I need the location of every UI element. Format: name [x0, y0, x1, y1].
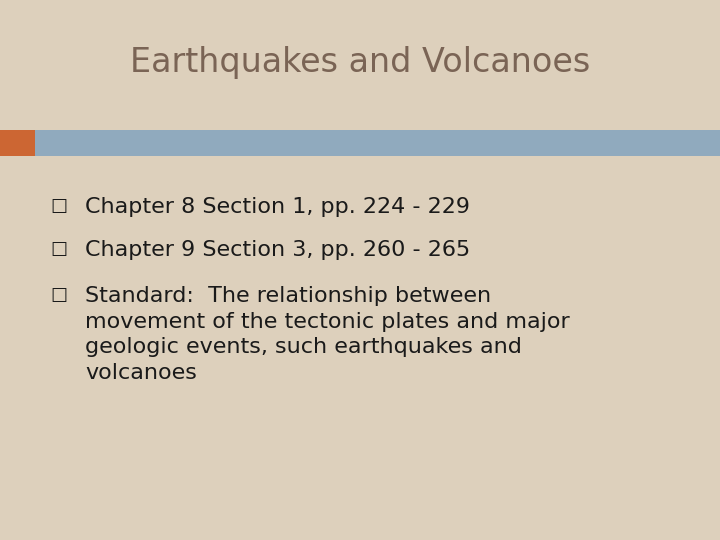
Bar	[0, 130, 35, 156]
Text: Chapter 9 Section 3, pp. 260 - 265: Chapter 9 Section 3, pp. 260 - 265	[85, 240, 470, 260]
Text: □: □	[50, 286, 68, 304]
Text: □: □	[50, 240, 68, 258]
Text: Standard:  The relationship between
movement of the tectonic plates and major
ge: Standard: The relationship between movem…	[85, 286, 570, 383]
Bar	[0, 130, 720, 156]
Text: □: □	[50, 197, 68, 215]
Text: Chapter 8 Section 1, pp. 224 - 229: Chapter 8 Section 1, pp. 224 - 229	[85, 197, 470, 217]
Text: Earthquakes and Volcanoes: Earthquakes and Volcanoes	[130, 45, 590, 79]
